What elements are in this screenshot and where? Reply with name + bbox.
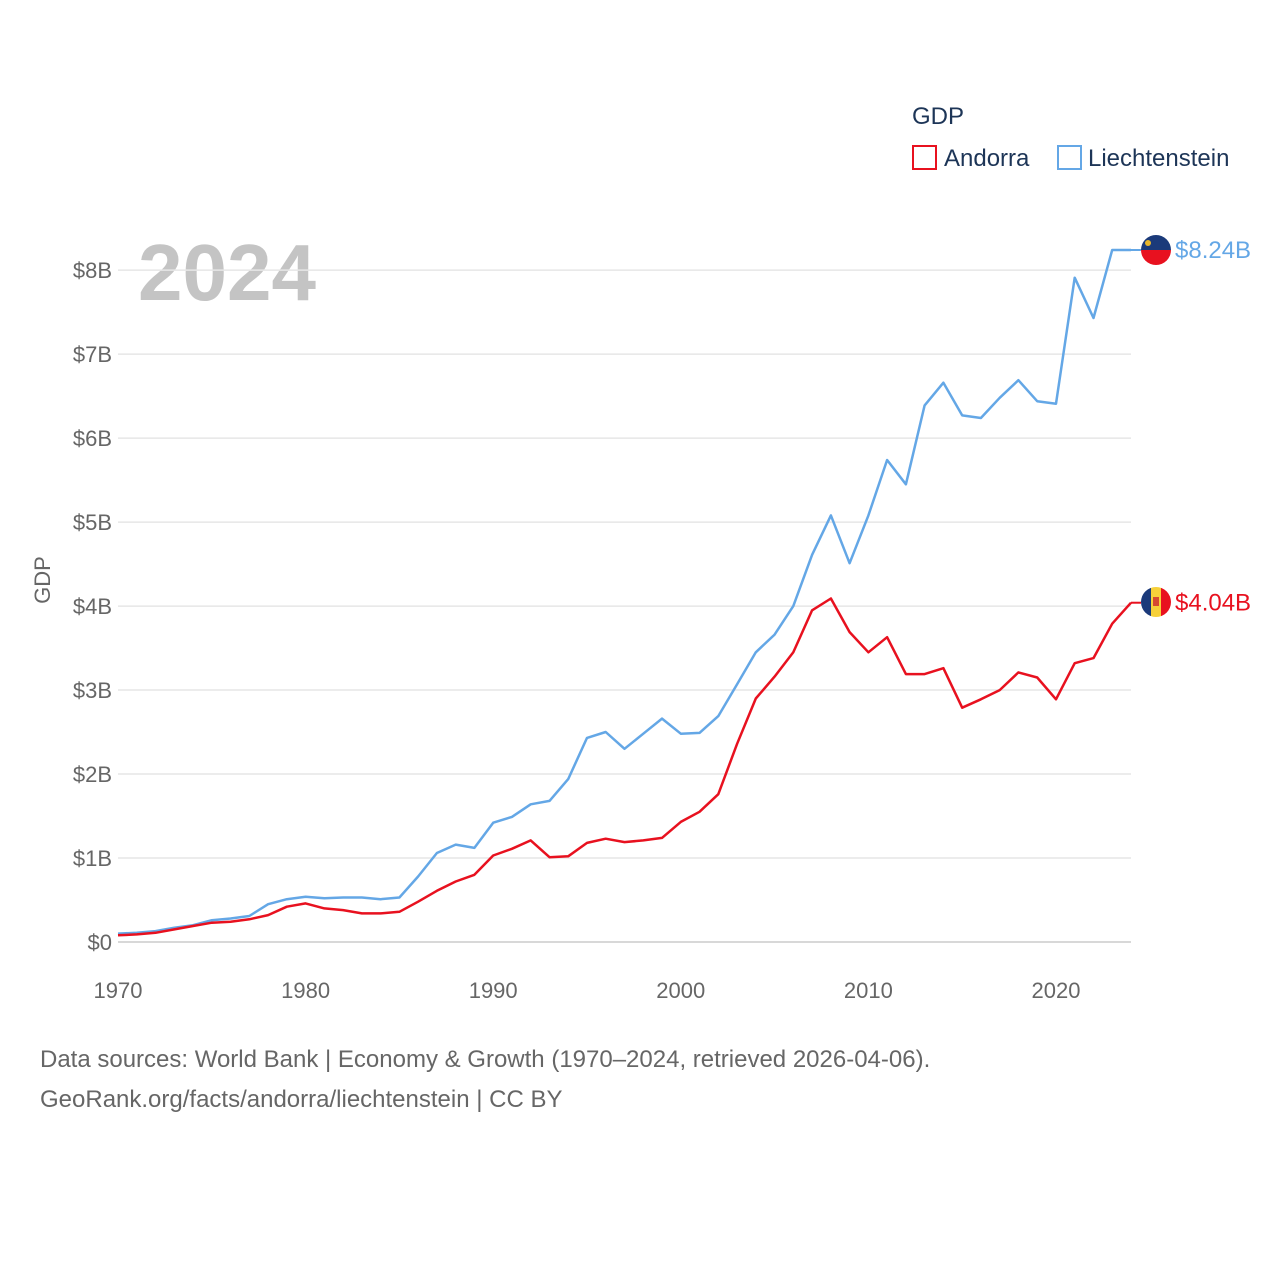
year-watermark: 2024	[138, 228, 316, 317]
legend-label-liechtenstein[interactable]: Liechtenstein	[1088, 145, 1229, 172]
y-tick-label: $3B	[73, 678, 112, 703]
y-tick-label: $6B	[73, 426, 112, 451]
end-labels: $8.24B $4.04B	[1175, 237, 1251, 617]
gridlines	[118, 269, 1131, 943]
y-tick-label: $4B	[73, 594, 112, 619]
legend-swatch-andorra[interactable]	[912, 145, 937, 170]
gdp-line-chart: GDP Andorra Liechtenstein 2024 GDP $0 $1B…	[30, 103, 1251, 1003]
x-tick-label: 1990	[469, 978, 518, 1003]
series-line-andorra[interactable]	[117, 597, 1132, 937]
y-tick-label: $0	[88, 930, 112, 955]
series-lines	[117, 248, 1141, 937]
legend: GDP Andorra Liechtenstein	[912, 103, 1229, 172]
liechtenstein-flag-icon	[1141, 235, 1171, 265]
legend-title: GDP	[912, 103, 964, 130]
y-axis-ticks: $0 $1B $2B $3B $4B $5B $6B $7B $8B	[73, 258, 112, 955]
y-tick-label: $1B	[73, 846, 112, 871]
source-line-1: Data sources: World Bank | Economy & Gro…	[40, 1046, 931, 1073]
end-value-label-liechtenstein: $8.24B	[1175, 237, 1251, 264]
y-tick-label: $2B	[73, 762, 112, 787]
x-tick-label: 1980	[281, 978, 330, 1003]
x-tick-label: 2000	[656, 978, 705, 1003]
andorra-flag-icon	[1141, 587, 1171, 617]
y-axis-title: GDP	[30, 556, 55, 604]
x-axis-ticks: 1970 1980 1990 2000 2010 2020	[94, 978, 1081, 1003]
x-tick-label: 2020	[1031, 978, 1080, 1003]
x-tick-label: 2010	[844, 978, 893, 1003]
source-line-2[interactable]: GeoRank.org/facts/andorra/liechtenstein …	[40, 1086, 563, 1113]
x-tick-label: 1970	[94, 978, 143, 1003]
source-note: Data sources: World Bank | Economy & Gro…	[40, 1040, 930, 1120]
series-line-liechtenstein[interactable]	[117, 248, 1131, 935]
y-tick-label: $5B	[73, 510, 112, 535]
legend-swatch-liechtenstein[interactable]	[1057, 145, 1082, 170]
legend-label-andorra[interactable]: Andorra	[944, 145, 1030, 172]
y-tick-label: $8B	[73, 258, 112, 283]
end-value-label-andorra: $4.04B	[1175, 590, 1251, 617]
y-tick-label: $7B	[73, 342, 112, 367]
